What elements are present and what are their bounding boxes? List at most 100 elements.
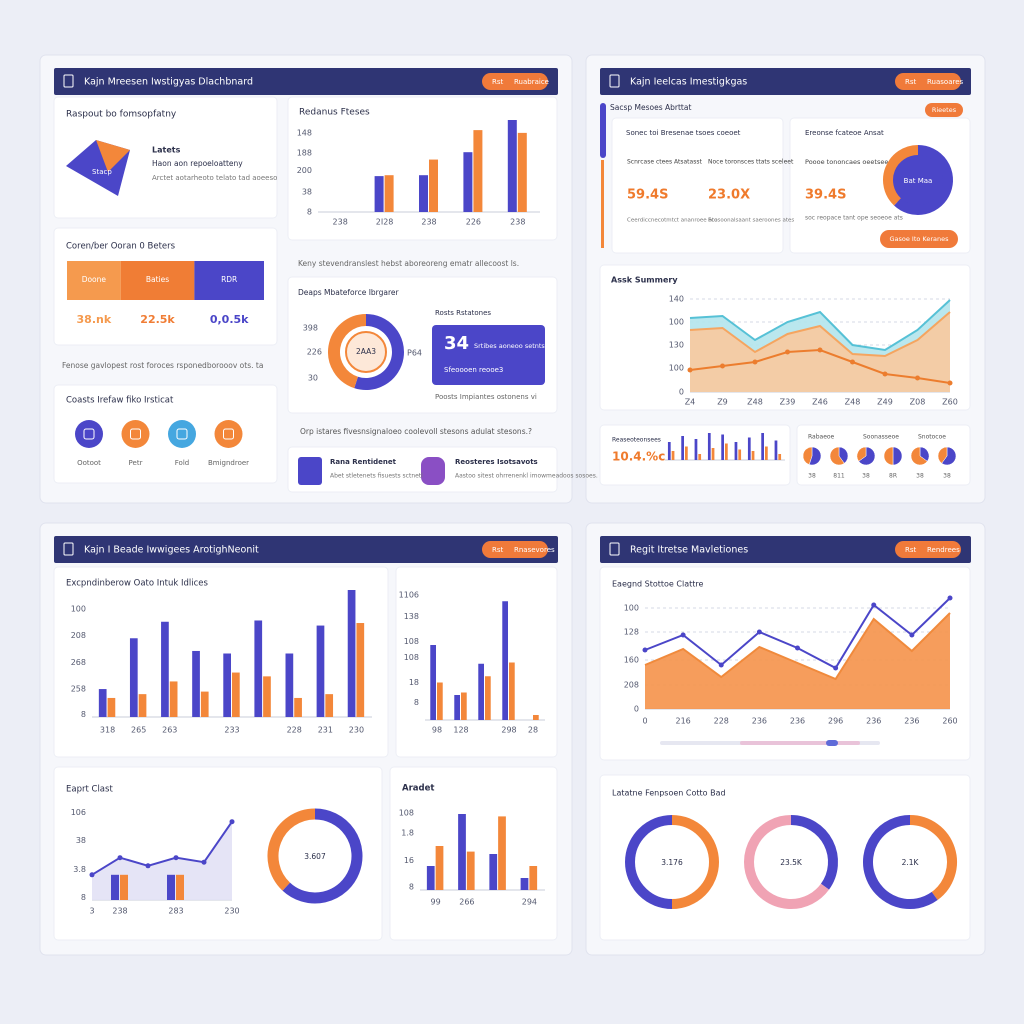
bar bbox=[200, 691, 209, 717]
header-title: Regit Itretse Mavletiones bbox=[630, 545, 748, 556]
button-text: Ruasoares bbox=[927, 78, 964, 86]
x-tick-label: 0 bbox=[642, 717, 647, 726]
y-tick-label: 100 bbox=[71, 605, 86, 614]
segment-label: Baties bbox=[146, 275, 169, 284]
y-tick-label: 0 bbox=[634, 705, 639, 714]
channel-icon[interactable] bbox=[121, 420, 150, 448]
point bbox=[687, 367, 693, 373]
card-title: Sonec toi Bresenae tsoes coeoet bbox=[626, 129, 741, 137]
button-text: Rieetes bbox=[932, 106, 957, 114]
channel-icon[interactable] bbox=[75, 420, 103, 448]
card-title: Coren/ber Ooran 0 Beters bbox=[66, 242, 176, 252]
point bbox=[680, 632, 686, 638]
channel-label: Petr bbox=[129, 459, 143, 467]
note: Fenose gavlopest rost foroces rsponedbor… bbox=[62, 361, 263, 370]
donut-center: Bat Maa bbox=[904, 177, 933, 185]
y-tick-label: 130 bbox=[669, 341, 684, 350]
x-tick-label: 99 bbox=[431, 898, 441, 907]
bar bbox=[325, 694, 334, 717]
label: Noce toronsces ttats sceleet bbox=[708, 159, 794, 166]
line bbox=[644, 612, 951, 681]
bar bbox=[285, 653, 294, 717]
share-button[interactable] bbox=[880, 230, 958, 248]
x-tick-label: 230 bbox=[224, 907, 239, 916]
x-tick-label: 260 bbox=[942, 717, 957, 726]
bar bbox=[498, 816, 506, 890]
pie-label: 38 bbox=[943, 473, 951, 480]
point bbox=[871, 602, 877, 608]
x-tick-label: 263 bbox=[162, 726, 177, 735]
header-button[interactable] bbox=[482, 541, 548, 558]
bar bbox=[520, 878, 529, 890]
point bbox=[947, 595, 953, 601]
point bbox=[795, 645, 800, 651]
point bbox=[915, 375, 920, 381]
figure: 22.5k bbox=[140, 313, 175, 326]
area bbox=[645, 613, 950, 709]
x-tick-label: Z49 bbox=[877, 398, 893, 407]
icon bbox=[96, 140, 130, 172]
header-button[interactable] bbox=[895, 541, 961, 558]
donut-label: 30 bbox=[308, 374, 318, 383]
heading: Latets bbox=[152, 146, 181, 155]
x-tick-label: 28 bbox=[528, 726, 538, 735]
pie-slice bbox=[838, 446, 849, 464]
bar bbox=[478, 663, 484, 720]
bar bbox=[685, 446, 688, 460]
channel-icon[interactable] bbox=[214, 420, 243, 448]
point bbox=[229, 819, 235, 825]
button-text: Rendrees bbox=[927, 546, 960, 554]
point bbox=[756, 629, 762, 635]
figure: 38.nk bbox=[77, 313, 112, 326]
x-tick-label: 128 bbox=[453, 726, 468, 735]
donut-center: 2.1K bbox=[902, 858, 920, 867]
header-button[interactable] bbox=[482, 73, 548, 90]
x-tick-label: 98 bbox=[432, 726, 442, 735]
bar bbox=[778, 454, 782, 460]
bar bbox=[694, 439, 698, 460]
point bbox=[718, 662, 724, 668]
donut-segment bbox=[894, 145, 953, 215]
donut-segment bbox=[328, 314, 367, 389]
x-tick-label: 2I28 bbox=[376, 218, 394, 227]
pie-slice bbox=[856, 446, 867, 462]
chart-title: Eaprt Clast bbox=[66, 785, 113, 795]
x-tick-label: 236 bbox=[790, 717, 805, 726]
y-tick-label: 268 bbox=[71, 658, 86, 667]
button-tag: Rst bbox=[905, 546, 917, 554]
update-title: Reosteres Isotsavots bbox=[455, 458, 538, 466]
y-tick-label: 258 bbox=[71, 685, 86, 694]
card-title: Raspout bo fomsopfatny bbox=[66, 110, 177, 120]
bar bbox=[466, 851, 475, 890]
donut-inner bbox=[345, 331, 387, 373]
line bbox=[91, 821, 233, 876]
donut-segment bbox=[671, 815, 719, 909]
accent bbox=[600, 103, 606, 158]
x-tick-label: 266 bbox=[459, 898, 474, 907]
pie-slice bbox=[910, 446, 928, 466]
bar bbox=[507, 120, 517, 212]
channel-glyph bbox=[223, 428, 234, 440]
point bbox=[833, 665, 839, 671]
card-title: Ereonse fcateoe Ansat bbox=[805, 129, 884, 137]
bar bbox=[435, 846, 444, 890]
scrollbar-handle[interactable] bbox=[826, 740, 838, 746]
panel-header bbox=[54, 68, 558, 95]
subbar-button[interactable] bbox=[925, 103, 963, 117]
channel-icon[interactable] bbox=[168, 420, 196, 448]
x-tick-label: 228 bbox=[714, 717, 729, 726]
header-icon bbox=[63, 74, 74, 88]
x-tick-label: Z4 bbox=[685, 398, 696, 407]
bar bbox=[489, 854, 498, 890]
header-button[interactable] bbox=[895, 73, 961, 90]
bar bbox=[419, 175, 428, 212]
channel-label: Bmigndroer bbox=[208, 459, 249, 467]
y-tick-label: 38 bbox=[302, 187, 312, 196]
y-tick-label: 0 bbox=[679, 388, 684, 397]
channel-glyph bbox=[83, 428, 95, 440]
y-tick-label: 18 bbox=[409, 678, 419, 687]
x-tick-label: 226 bbox=[466, 218, 481, 227]
point bbox=[117, 855, 123, 861]
point bbox=[909, 632, 915, 638]
